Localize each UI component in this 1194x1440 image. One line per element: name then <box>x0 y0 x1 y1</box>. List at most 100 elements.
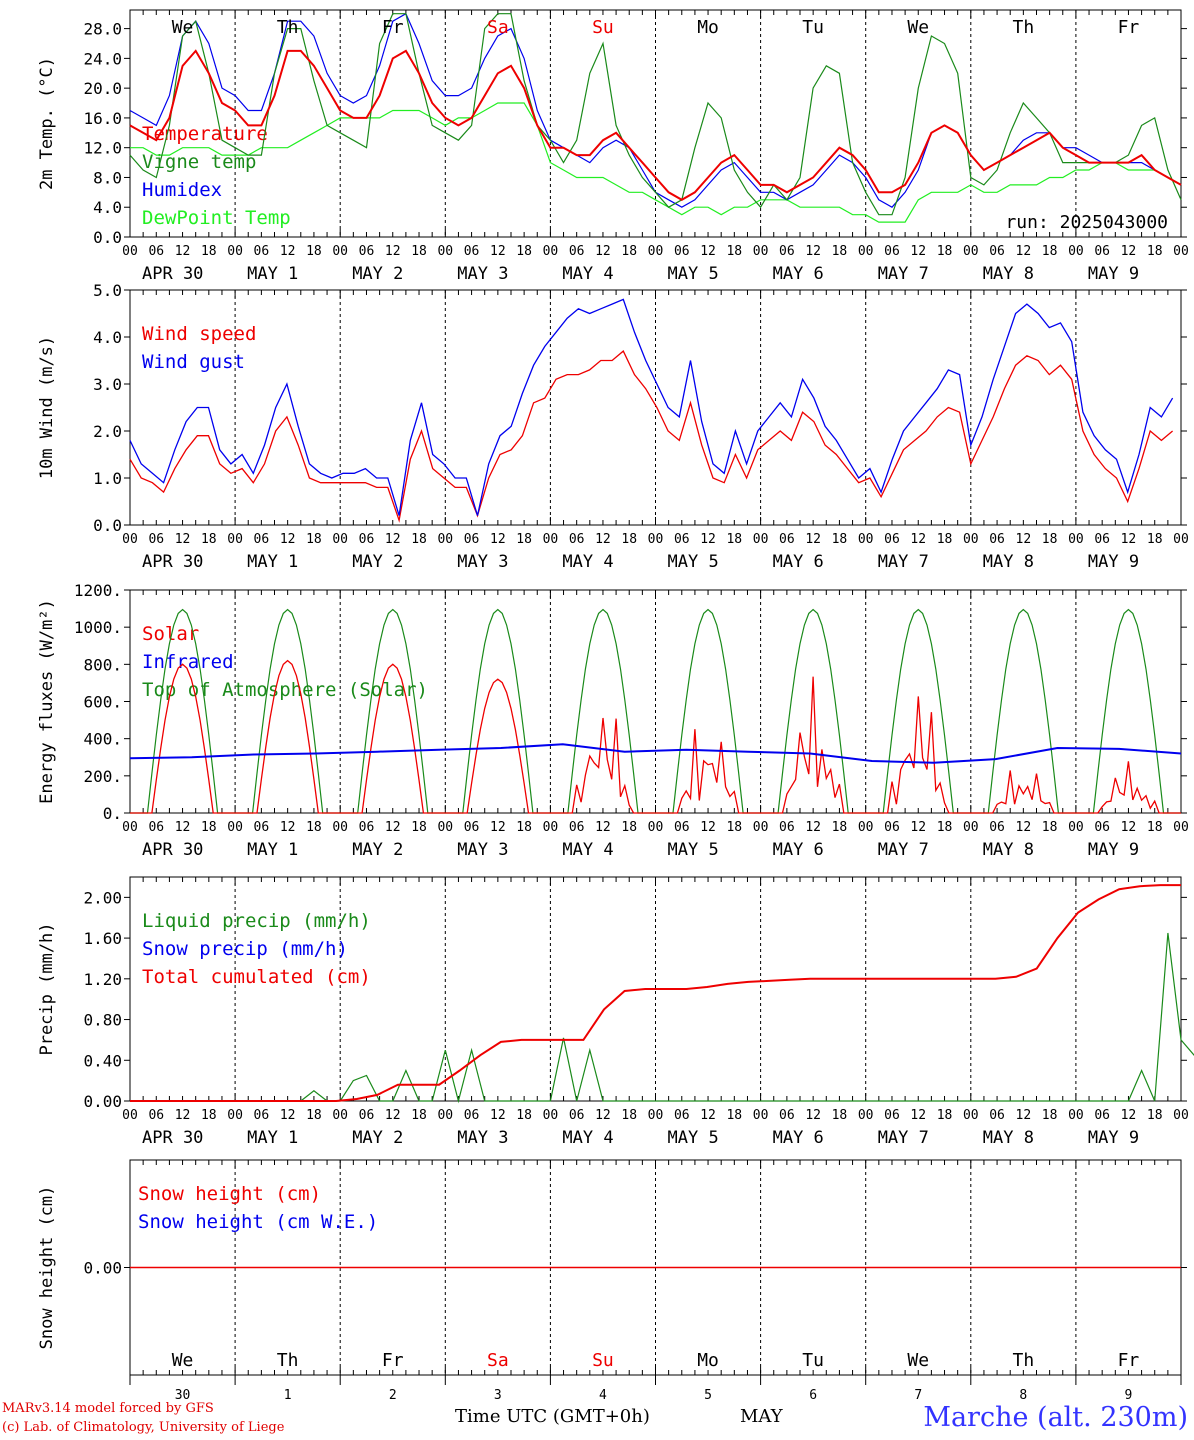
hour-tick-label: 12 <box>700 820 716 835</box>
series-line-vigne-temp <box>129 13 1182 216</box>
hour-tick-label: 00 <box>1068 532 1084 547</box>
y-tick-label: 2.00 <box>83 888 122 907</box>
date-number-label: 1 <box>284 1388 292 1403</box>
date-label: MAY 3 <box>457 840 508 860</box>
legend-label: Snow precip (mm/h) <box>142 938 348 960</box>
y-tick-label: 8.0 <box>93 168 122 187</box>
hour-tick-label: 00 <box>227 1108 243 1123</box>
hour-tick-label: 12 <box>1121 820 1137 835</box>
hour-tick-label: 06 <box>569 244 585 259</box>
hour-tick-label: 18 <box>1147 244 1163 259</box>
hour-tick-label: 12 <box>910 820 926 835</box>
hour-tick-label: 00 <box>122 1108 138 1123</box>
hour-tick-label: 18 <box>201 532 217 547</box>
date-label: APR 30 <box>142 264 203 284</box>
hour-tick-label: 18 <box>832 1108 848 1123</box>
legend-label: DewPoint Temp <box>142 207 291 229</box>
hour-tick-label: 12 <box>490 244 506 259</box>
hour-tick-label: 06 <box>254 244 270 259</box>
date-label: MAY 5 <box>668 552 719 572</box>
date-number-label: 30 <box>175 1388 191 1403</box>
hour-tick-label: 00 <box>227 820 243 835</box>
day-name-label: We <box>172 17 194 38</box>
date-label: MAY 2 <box>352 552 403 572</box>
hour-tick-label: 00 <box>753 532 769 547</box>
day-name-label: Fr <box>1118 1350 1140 1371</box>
date-number-label: 9 <box>1125 1388 1133 1403</box>
y-axis-label: 10m Wind (m/s) <box>37 336 57 479</box>
series-line-solar <box>130 659 1181 814</box>
y-tick-label: 4.0 <box>93 328 122 347</box>
model-credit: MARv3.14 model forced by GFS <box>2 1401 214 1416</box>
hour-tick-label: 00 <box>858 1108 874 1123</box>
hour-tick-label: 18 <box>1147 820 1163 835</box>
hour-tick-label: 06 <box>989 1108 1005 1123</box>
hour-tick-label: 18 <box>621 532 637 547</box>
hour-tick-label: 00 <box>963 1108 979 1123</box>
hour-tick-label: 12 <box>385 820 401 835</box>
hour-tick-label: 12 <box>175 1108 191 1123</box>
hour-tick-label: 00 <box>437 1108 453 1123</box>
hour-tick-label: 06 <box>569 820 585 835</box>
hour-tick-label: 06 <box>254 820 270 835</box>
date-label: MAY 9 <box>1088 264 1139 284</box>
hour-tick-label: 18 <box>621 1108 637 1123</box>
date-number-label: 4 <box>599 1388 607 1403</box>
hour-tick-label: 06 <box>359 244 375 259</box>
day-name-label: Sa <box>487 1350 509 1371</box>
hour-tick-label: 18 <box>516 532 532 547</box>
legend-label: Total cumulated (cm) <box>142 966 371 988</box>
date-label: MAY 4 <box>562 1128 613 1148</box>
hour-tick-label: 18 <box>1042 820 1058 835</box>
y-tick-label: 0.00 <box>83 1259 122 1278</box>
date-label: MAY 1 <box>247 264 298 284</box>
day-name-label: Fr <box>382 17 404 38</box>
hour-tick-label: 18 <box>832 532 848 547</box>
hour-tick-label: 12 <box>595 820 611 835</box>
series-line-infrared <box>129 743 1182 764</box>
date-number-label: 7 <box>914 1388 922 1403</box>
hour-tick-label: 00 <box>543 244 559 259</box>
time-axis-label: Time UTC (GMT+0h) <box>455 1406 650 1427</box>
y-tick-label: 0.0 <box>93 228 122 247</box>
hour-tick-label: 18 <box>516 1108 532 1123</box>
day-name-label: Tu <box>802 1350 824 1371</box>
y-tick-label: 800. <box>83 655 122 674</box>
date-label: MAY 8 <box>983 552 1034 572</box>
date-label: MAY 6 <box>773 840 824 860</box>
legend-label: Snow height (cm W.E.) <box>138 1211 378 1233</box>
hour-tick-label: 06 <box>674 532 690 547</box>
hour-tick-label: 00 <box>1173 244 1189 259</box>
y-tick-label: 2.0 <box>93 422 122 441</box>
hour-tick-label: 12 <box>805 820 821 835</box>
hour-tick-label: 06 <box>989 244 1005 259</box>
y-tick-label: 0. <box>103 804 122 823</box>
hour-tick-label: 06 <box>674 244 690 259</box>
date-label: MAY 3 <box>457 264 508 284</box>
hour-tick-label: 06 <box>1094 532 1110 547</box>
series-line-liquid-precip <box>130 932 1194 1104</box>
lab-credit: (c) Lab. of Climatology, University of L… <box>2 1420 285 1435</box>
y-axis-label: Precip (mm/h) <box>37 922 57 1055</box>
hour-tick-label: 12 <box>1016 820 1032 835</box>
hour-tick-label: 06 <box>359 820 375 835</box>
hour-tick-label: 18 <box>937 820 953 835</box>
day-name-label: Fr <box>382 1350 404 1371</box>
hour-tick-label: 18 <box>937 244 953 259</box>
hour-tick-label: 12 <box>910 1108 926 1123</box>
hour-tick-label: 06 <box>779 820 795 835</box>
y-tick-label: 12.0 <box>83 139 122 158</box>
hour-tick-label: 06 <box>148 820 164 835</box>
hour-tick-label: 00 <box>227 532 243 547</box>
day-name-label: Mo <box>697 1350 719 1371</box>
date-label: MAY 7 <box>878 264 929 284</box>
hour-tick-label: 06 <box>989 532 1005 547</box>
hour-tick-label: 00 <box>122 820 138 835</box>
y-axis-label: Energy fluxes (W/m²) <box>37 599 57 804</box>
legend-label: Temperature <box>142 123 268 145</box>
run-label: run: 2025043000 <box>1005 212 1168 233</box>
day-name-label: Mo <box>697 17 719 38</box>
panel-frame <box>129 589 1182 814</box>
y-tick-label: 1.20 <box>83 970 122 989</box>
date-label: MAY 5 <box>668 840 719 860</box>
